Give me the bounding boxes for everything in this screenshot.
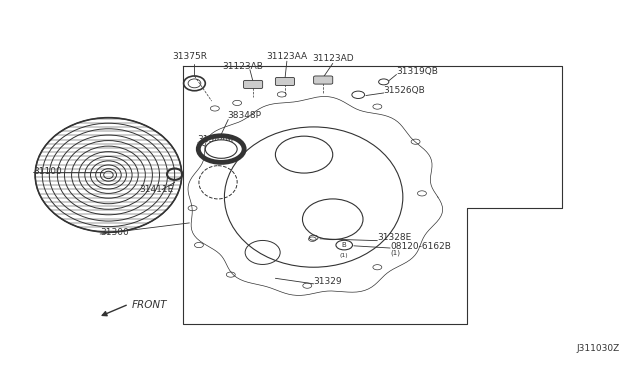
Text: 31300: 31300 bbox=[100, 228, 129, 237]
Text: 08120-6162B: 08120-6162B bbox=[390, 243, 451, 251]
Text: 31319QB: 31319QB bbox=[396, 67, 438, 76]
FancyBboxPatch shape bbox=[244, 80, 262, 89]
Text: (1): (1) bbox=[390, 249, 400, 256]
Text: 31411E: 31411E bbox=[139, 185, 173, 194]
Text: 31375R: 31375R bbox=[173, 52, 207, 61]
Ellipse shape bbox=[205, 140, 237, 158]
Text: B: B bbox=[342, 242, 347, 248]
Text: (1): (1) bbox=[340, 253, 349, 258]
Text: 31328E: 31328E bbox=[378, 233, 412, 242]
Text: 31526QB: 31526QB bbox=[384, 86, 426, 94]
Text: J311030Z: J311030Z bbox=[576, 344, 620, 353]
Text: 38348P: 38348P bbox=[228, 111, 262, 121]
Text: 31329: 31329 bbox=[314, 278, 342, 286]
Text: 31344M: 31344M bbox=[198, 135, 234, 144]
Text: 31123AA: 31123AA bbox=[266, 52, 307, 61]
Text: FRONT: FRONT bbox=[132, 300, 168, 310]
Text: 31100: 31100 bbox=[33, 167, 62, 176]
FancyBboxPatch shape bbox=[314, 76, 333, 84]
FancyBboxPatch shape bbox=[275, 77, 294, 86]
Text: 31123AB: 31123AB bbox=[222, 61, 262, 71]
Text: 31123AD: 31123AD bbox=[312, 54, 353, 63]
